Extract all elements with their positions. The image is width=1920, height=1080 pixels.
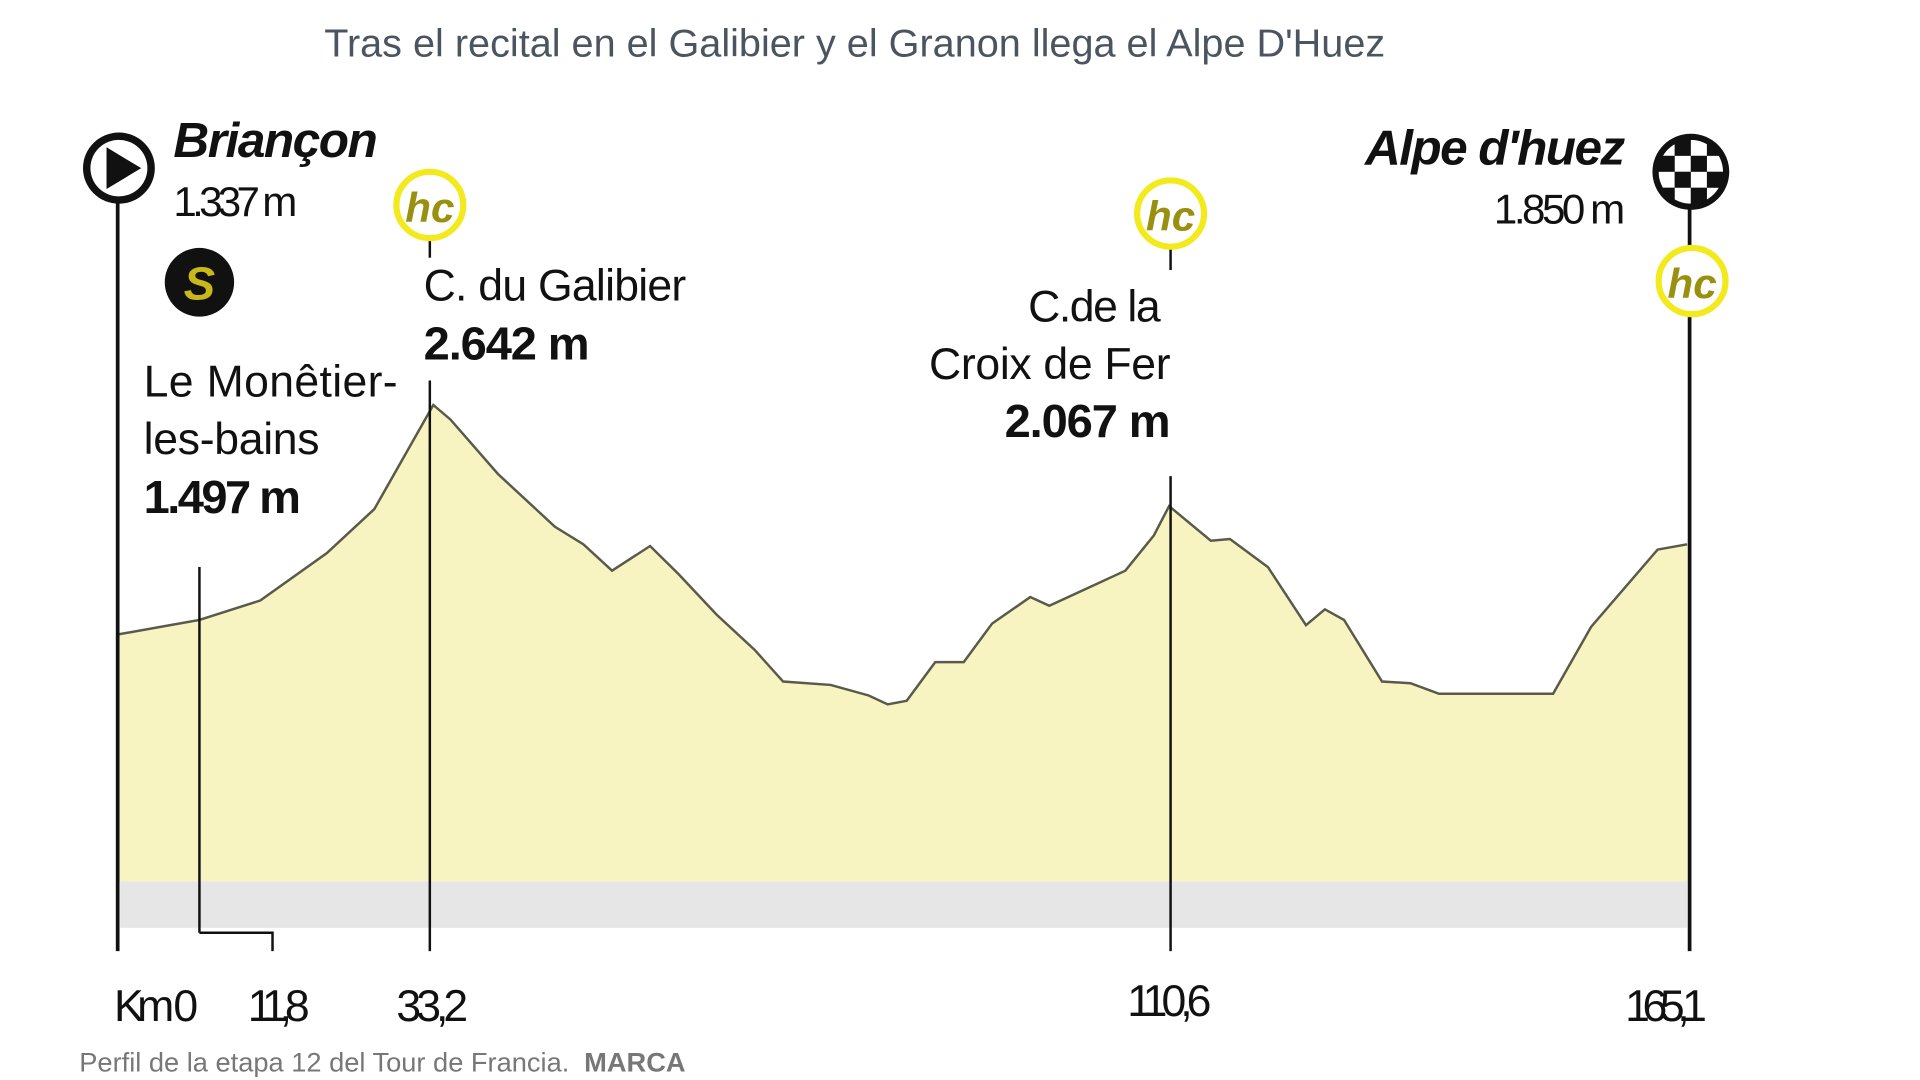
galibier-name: C. du Galibier	[424, 262, 687, 311]
headline: Tras el recital en el Galibier y el Gran…	[324, 22, 1385, 66]
base-band	[120, 881, 1688, 928]
flag-square	[1706, 171, 1724, 188]
sprint-connector	[199, 931, 274, 952]
galibier-altitude: 2.642 m	[424, 318, 590, 370]
svg-text:hc: hc	[1668, 260, 1717, 307]
start-play-icon	[82, 132, 155, 204]
x-tick-label: 11,8	[248, 982, 310, 1031]
flag-square	[1690, 187, 1707, 204]
flag-square	[1674, 171, 1691, 188]
caption: Perfil de la etapa 12 del Tour de Franci…	[79, 1047, 685, 1078]
flag-square	[1674, 139, 1691, 156]
sprint-name-2: les-bains	[144, 415, 320, 464]
x-tick-label: 110,6	[1127, 977, 1211, 1026]
flag-square	[1690, 155, 1707, 172]
finish-altitude: 1.850 m	[1494, 186, 1625, 233]
x-tick-label: 33,2	[396, 982, 468, 1031]
sprint-name-1: Le Monêtier-	[144, 358, 398, 407]
hc-badge-icon: hc	[1134, 177, 1208, 250]
hc-badge-icon: hc	[393, 168, 467, 242]
finish-name: Alpe d'huez	[1363, 121, 1625, 176]
hc-badge-icon: hc	[1655, 244, 1729, 318]
svg-text:S: S	[184, 258, 215, 310]
profile-area	[117, 405, 1688, 882]
croix-altitude: 2.067 m	[1005, 395, 1171, 447]
start-name: Briançon	[173, 113, 377, 168]
flag-square	[1674, 187, 1691, 204]
sprint-icon: S	[164, 247, 235, 317]
flag-square	[1658, 171, 1675, 188]
profile-line	[117, 403, 1688, 706]
flag-square	[1690, 139, 1707, 156]
x-tick-label: Km 0	[114, 982, 198, 1031]
flag-square	[1658, 155, 1675, 172]
sprint-altitude: 1.497 m	[144, 471, 301, 523]
flag-square	[1706, 155, 1724, 172]
croix-name-2: Croix de Fer	[929, 340, 1171, 389]
flag-square	[1690, 171, 1707, 188]
start-altitude: 1.337 m	[173, 178, 297, 225]
svg-text:hc: hc	[405, 184, 454, 231]
checkered-flag-icon	[1652, 133, 1730, 210]
x-tick-label: 165,1	[1625, 982, 1707, 1031]
flag-square	[1674, 155, 1691, 172]
svg-text:hc: hc	[1146, 193, 1195, 240]
croix-name-1: C.de la	[1028, 283, 1161, 332]
